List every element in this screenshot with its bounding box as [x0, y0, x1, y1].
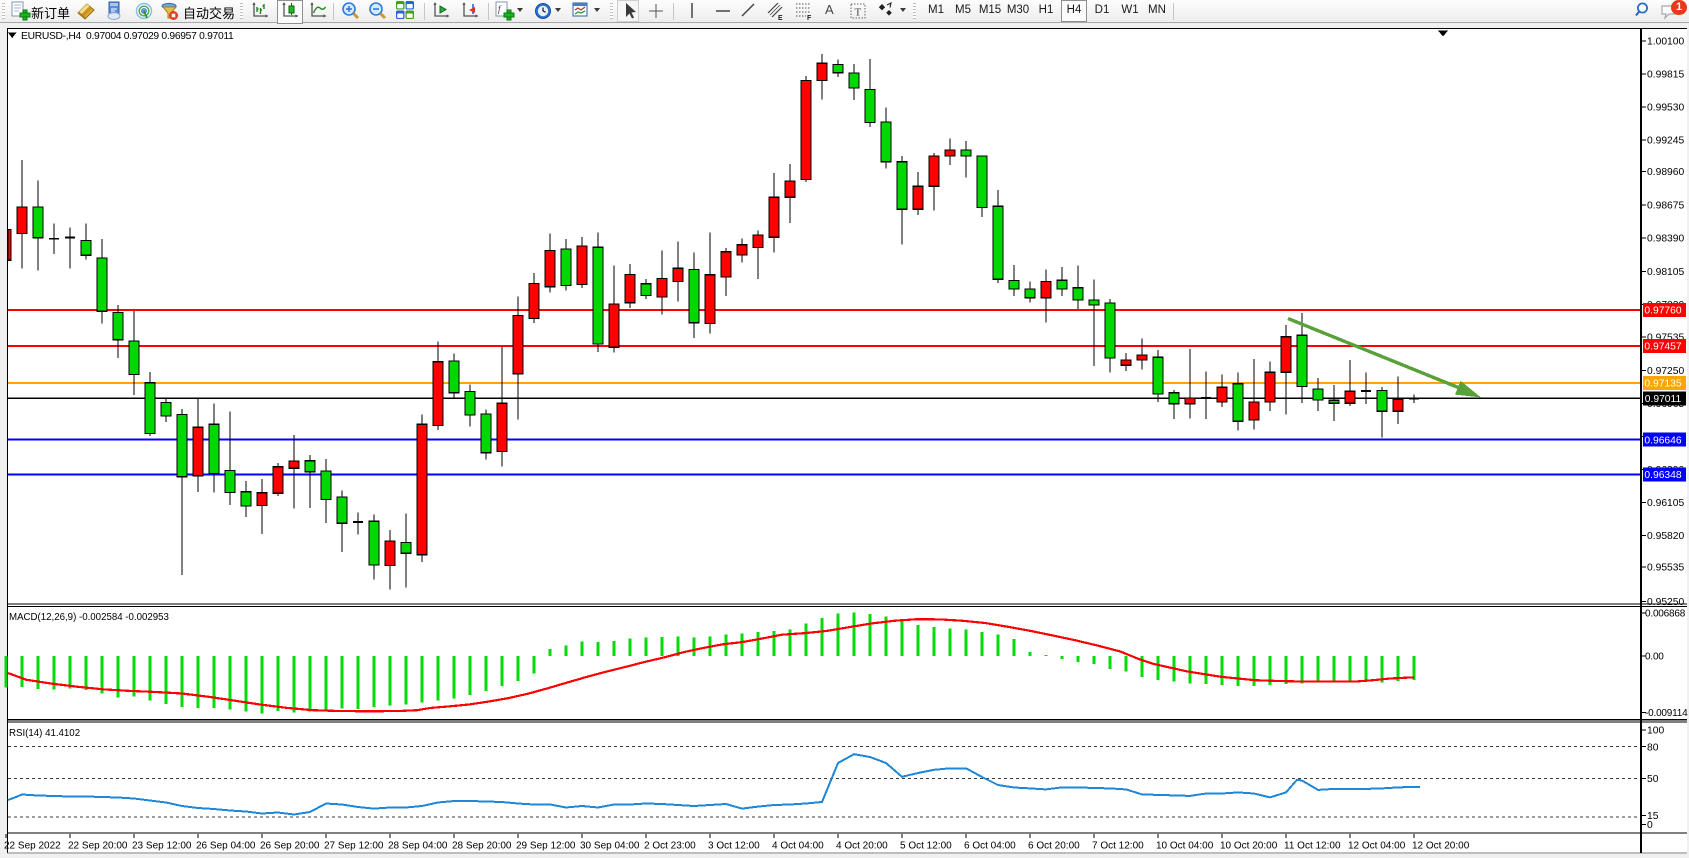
svg-text:0.97011: 0.97011 — [1645, 394, 1682, 405]
svg-text:E: E — [778, 15, 783, 21]
svg-text:0.99245: 0.99245 — [1647, 136, 1684, 147]
svg-text:0.95820: 0.95820 — [1647, 531, 1684, 542]
svg-text:6 Oct 04:00: 6 Oct 04:00 — [964, 841, 1016, 852]
svg-text:1.00100: 1.00100 — [1647, 37, 1684, 48]
svg-text:5 Oct 12:00: 5 Oct 12:00 — [900, 841, 952, 852]
svg-text:T: T — [855, 7, 862, 19]
svg-text:6 Oct 20:00: 6 Oct 20:00 — [1028, 841, 1080, 852]
svg-text:22 Sep 20:00: 22 Sep 20:00 — [68, 841, 128, 852]
svg-text:0.95250: 0.95250 — [1647, 597, 1684, 608]
svg-text:100: 100 — [1647, 726, 1664, 737]
svg-text:0.98105: 0.98105 — [1647, 267, 1684, 278]
svg-text:0.97760: 0.97760 — [1644, 306, 1681, 317]
svg-text:0: 0 — [1647, 820, 1653, 831]
svg-text:0.98675: 0.98675 — [1647, 201, 1684, 212]
svg-text:10 Oct 04:00: 10 Oct 04:00 — [1156, 841, 1214, 852]
svg-text:7 Oct 12:00: 7 Oct 12:00 — [1092, 841, 1144, 852]
svg-text:26 Sep 04:00: 26 Sep 04:00 — [196, 841, 256, 852]
svg-text:50: 50 — [1647, 774, 1659, 785]
svg-text:10 Oct 20:00: 10 Oct 20:00 — [1220, 841, 1278, 852]
svg-text:28 Sep 04:00: 28 Sep 04:00 — [388, 841, 448, 852]
svg-text:4 Oct 04:00: 4 Oct 04:00 — [772, 841, 824, 852]
svg-text:0.006868: 0.006868 — [1645, 609, 1686, 620]
svg-text:27 Sep 12:00: 27 Sep 12:00 — [324, 841, 384, 852]
svg-text:2 Oct 23:00: 2 Oct 23:00 — [644, 841, 696, 852]
svg-text:80: 80 — [1647, 742, 1659, 753]
svg-text:23 Sep 12:00: 23 Sep 12:00 — [132, 841, 192, 852]
svg-text:12 Oct 04:00: 12 Oct 04:00 — [1348, 841, 1406, 852]
svg-text:RSI(14) 41.4102: RSI(14) 41.4102 — [9, 728, 80, 739]
svg-text:0.97457: 0.97457 — [1644, 342, 1681, 353]
svg-text:EURUSD-,H4 0.97004 0.97029 0.: EURUSD-,H4 0.97004 0.97029 0.96957 0.970… — [21, 31, 234, 42]
svg-text:0.98960: 0.98960 — [1647, 167, 1684, 178]
svg-text:0.99815: 0.99815 — [1647, 70, 1684, 81]
svg-text:22 Sep 2022: 22 Sep 2022 — [4, 841, 61, 852]
svg-text:MACD(12,26,9) -0.002584 -0.002: MACD(12,26,9) -0.002584 -0.002953 — [9, 612, 169, 623]
svg-text:F: F — [807, 15, 812, 21]
svg-text:30 Sep 04:00: 30 Sep 04:00 — [580, 841, 640, 852]
svg-text:0.00: 0.00 — [1645, 652, 1664, 663]
svg-text:0.96348: 0.96348 — [1644, 470, 1681, 481]
svg-text:12 Oct 20:00: 12 Oct 20:00 — [1412, 841, 1470, 852]
svg-text:0.96105: 0.96105 — [1647, 498, 1684, 509]
svg-text:4 Oct 20:00: 4 Oct 20:00 — [836, 841, 888, 852]
svg-text:0.96646: 0.96646 — [1644, 435, 1681, 446]
svg-text:28 Sep 20:00: 28 Sep 20:00 — [452, 841, 512, 852]
svg-text:29 Sep 12:00: 29 Sep 12:00 — [516, 841, 576, 852]
svg-text:-0.009114: -0.009114 — [1645, 708, 1688, 719]
svg-text:0.97250: 0.97250 — [1647, 366, 1684, 377]
svg-text:3 Oct 12:00: 3 Oct 12:00 — [708, 841, 760, 852]
svg-text:11 Oct 12:00: 11 Oct 12:00 — [1284, 841, 1341, 852]
svg-text:0.97135: 0.97135 — [1644, 379, 1681, 390]
svg-text:0.97535: 0.97535 — [1647, 333, 1684, 344]
svg-text:0.99530: 0.99530 — [1647, 103, 1684, 114]
svg-text:15: 15 — [1647, 811, 1659, 822]
svg-text:0.98390: 0.98390 — [1647, 234, 1684, 245]
svg-text:f: f — [498, 4, 502, 14]
svg-text:26 Sep 20:00: 26 Sep 20:00 — [260, 841, 320, 852]
svg-text:0.95535: 0.95535 — [1647, 563, 1684, 574]
